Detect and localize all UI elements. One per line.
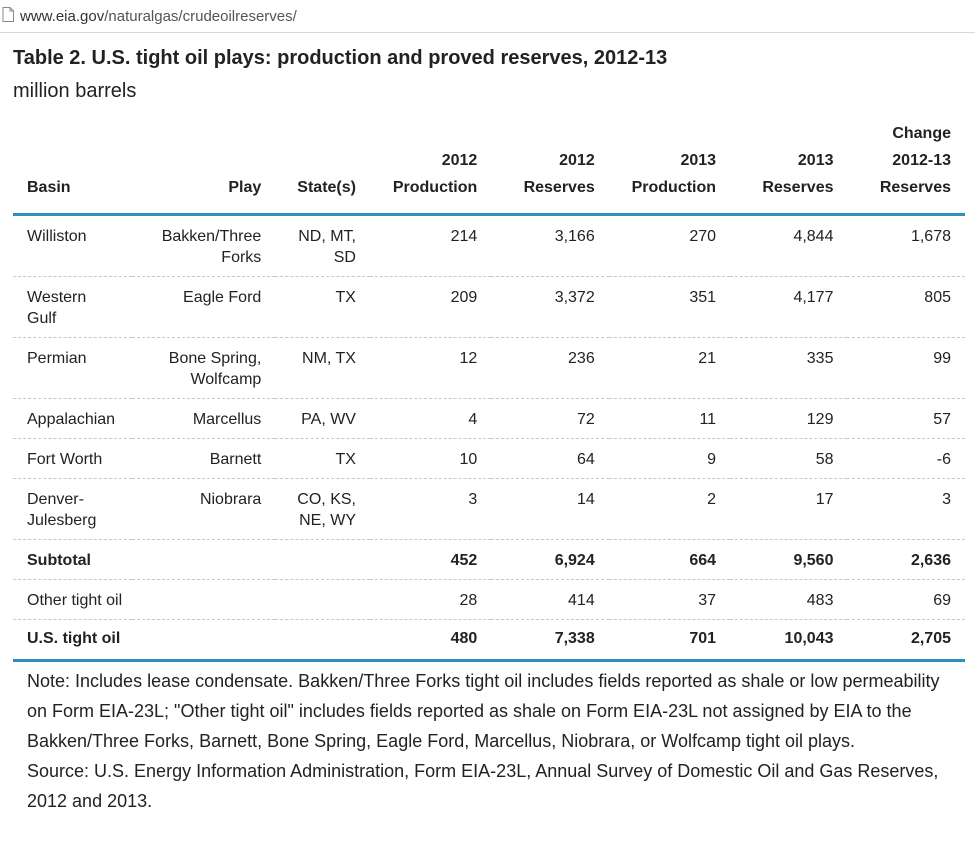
cell-prod-2013: 701 [608, 619, 731, 662]
table-row: Williston Bakken/Three Forks ND, MT, SD 21… [13, 214, 965, 277]
cell-change: 69 [847, 579, 965, 620]
url-text[interactable]: www.eia.gov/naturalgas/crudeoilreserves/ [20, 8, 297, 25]
cell-prod-2013: 11 [608, 398, 731, 439]
cell-state: PA, WV [275, 398, 370, 439]
cell-basin: Williston [13, 214, 132, 277]
header-state: State(s) [275, 120, 370, 216]
cell-change: 1,678 [847, 214, 965, 277]
header-basin: Basin [13, 120, 132, 216]
total-label: U.S. tight oil [13, 619, 370, 662]
cell-change: 2,705 [847, 619, 965, 662]
table-footnote: Note: Includes lease condensate. Bakken/… [27, 666, 957, 816]
cell-prod-2012: 480 [369, 619, 492, 662]
cell-play: Bakken/Three Forks [131, 214, 276, 277]
cell-change: 2,636 [847, 539, 965, 580]
cell-state: TX [275, 276, 370, 338]
note-text: Note: Includes lease condensate. Bakken/… [27, 671, 940, 751]
cell-prod-2013: 2 [608, 478, 731, 540]
url-host: www.eia.gov [20, 7, 105, 25]
cell-res-2013: 129 [730, 398, 848, 439]
cell-change: -6 [847, 438, 965, 479]
other-tight-oil-row: Other tight oil 28 414 37 483 69 [13, 579, 965, 620]
cell-res-2013: 9,560 [730, 539, 848, 580]
cell-change: 3 [847, 478, 965, 540]
tight-oil-table: Basin Play State(s) 2012 Production 2012 R… [13, 120, 965, 662]
cell-basin: Western Gulf [13, 276, 132, 338]
cell-res-2013: 4,844 [730, 214, 848, 277]
cell-res-2012: 64 [491, 438, 609, 479]
cell-play: Niobrara [131, 478, 276, 540]
cell-basin: Denver- Julesberg [13, 478, 132, 540]
cell-play: Barnett [131, 438, 276, 479]
cell-res-2012: 3,372 [491, 276, 609, 338]
cell-res-2013: 17 [730, 478, 848, 540]
cell-basin: Fort Worth [13, 438, 132, 479]
cell-prod-2013: 351 [608, 276, 731, 338]
cell-prod-2012: 452 [369, 539, 492, 580]
table-row: Western Gulf Eagle Ford TX 209 3,372 351 … [13, 276, 965, 338]
cell-prod-2012: 3 [369, 478, 492, 540]
header-prod-2012: 2012 Production [369, 120, 492, 216]
cell-res-2013: 483 [730, 579, 848, 620]
subtotal-row: Subtotal 452 6,924 664 9,560 2,636 [13, 539, 965, 580]
cell-prod-2013: 664 [608, 539, 731, 580]
cell-prod-2012: 10 [369, 438, 492, 479]
table-row: Fort Worth Barnett TX 10 64 9 58 -6 [13, 438, 965, 479]
table-row: Appalachian Marcellus PA, WV 4 72 11 129… [13, 398, 965, 439]
cell-change: 99 [847, 337, 965, 399]
cell-change: 57 [847, 398, 965, 439]
cell-state: TX [275, 438, 370, 479]
cell-res-2013: 335 [730, 337, 848, 399]
header-res-2012: 2012 Reserves [491, 120, 609, 216]
cell-res-2013: 10,043 [730, 619, 848, 662]
page-icon [2, 6, 14, 22]
cell-prod-2012: 12 [369, 337, 492, 399]
address-bar[interactable]: www.eia.gov/naturalgas/crudeoilreserves/ [0, 0, 975, 33]
cell-prod-2012: 28 [369, 579, 492, 620]
subtotal-label: Subtotal [13, 539, 370, 580]
cell-res-2012: 236 [491, 337, 609, 399]
other-label: Other tight oil [13, 579, 370, 620]
table-title: Table 2. U.S. tight oil plays: productio… [13, 47, 668, 69]
cell-res-2013: 4,177 [730, 276, 848, 338]
total-row: U.S. tight oil 480 7,338 701 10,043 2,70… [13, 619, 965, 662]
header-row: Basin Play State(s) 2012 Production 2012 R… [13, 120, 965, 216]
cell-res-2012: 3,166 [491, 214, 609, 277]
cell-basin: Appalachian [13, 398, 132, 439]
cell-prod-2012: 209 [369, 276, 492, 338]
cell-prod-2013: 21 [608, 337, 731, 399]
cell-basin: Permian [13, 337, 132, 399]
cell-prod-2013: 9 [608, 438, 731, 479]
header-play: Play [131, 120, 276, 216]
header-change: Change 2012-13 Reserves [847, 120, 965, 216]
cell-state: ND, MT, SD [275, 214, 370, 277]
cell-prod-2013: 270 [608, 214, 731, 277]
header-res-2013: 2013 Reserves [730, 120, 848, 216]
cell-res-2012: 72 [491, 398, 609, 439]
cell-res-2012: 7,338 [491, 619, 609, 662]
cell-state: CO, KS, NE, WY [275, 478, 370, 540]
table-units: million barrels [13, 80, 137, 102]
cell-res-2012: 414 [491, 579, 609, 620]
url-path: /naturalgas/crudeoilreserves/ [104, 7, 297, 25]
cell-res-2013: 58 [730, 438, 848, 479]
cell-res-2012: 6,924 [491, 539, 609, 580]
cell-prod-2012: 4 [369, 398, 492, 439]
cell-prod-2013: 37 [608, 579, 731, 620]
cell-res-2012: 14 [491, 478, 609, 540]
cell-play: Marcellus [131, 398, 276, 439]
cell-prod-2012: 214 [369, 214, 492, 277]
cell-change: 805 [847, 276, 965, 338]
cell-state: NM, TX [275, 337, 370, 399]
cell-play: Bone Spring, Wolfcamp [131, 337, 276, 399]
table-row: Permian Bone Spring, Wolfcamp NM, TX 12 2… [13, 337, 965, 399]
cell-play: Eagle Ford [131, 276, 276, 338]
header-prod-2013: 2013 Production [608, 120, 731, 216]
source-text: Source: U.S. Energy Information Administ… [27, 761, 939, 811]
table-row: Denver- Julesberg Niobrara CO, KS, NE, WY … [13, 478, 965, 540]
